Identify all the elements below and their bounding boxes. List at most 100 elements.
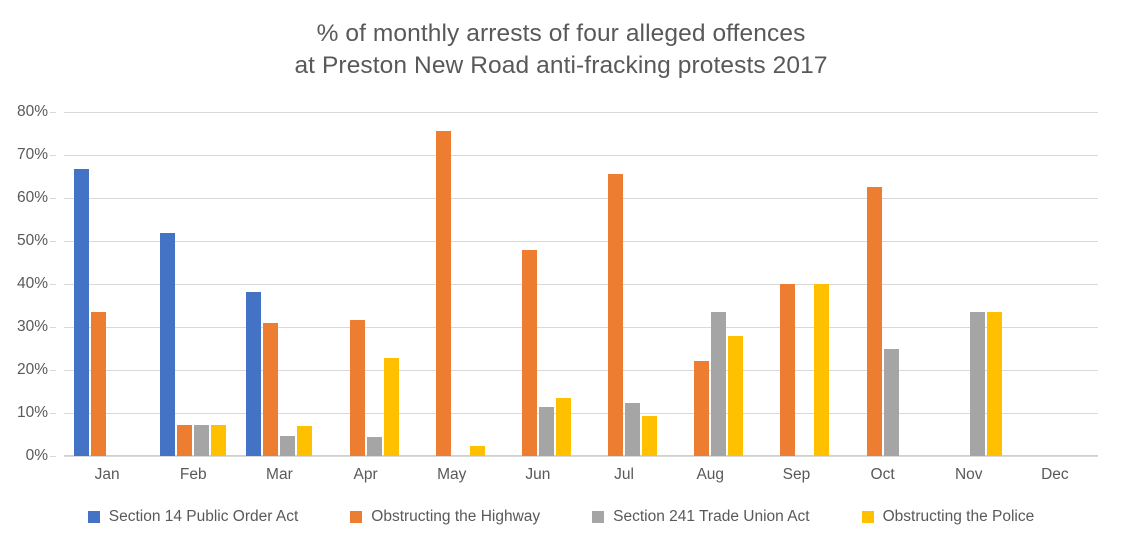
bar[interactable]: [780, 284, 796, 456]
bar[interactable]: [814, 284, 830, 456]
y-axis-tick-label: 80%: [16, 103, 48, 120]
bar[interactable]: [711, 311, 727, 456]
bar[interactable]: [194, 424, 210, 456]
x-axis-tick-label: Aug: [696, 466, 725, 483]
gridline: [64, 413, 1098, 414]
y-axis-tick: [50, 198, 56, 199]
y-axis-tick-label: 0%: [25, 447, 48, 464]
bar-group: [236, 112, 322, 456]
legend-label: Section 14 Public Order Act: [108, 508, 299, 525]
bar[interactable]: [91, 312, 107, 456]
bar[interactable]: [435, 130, 451, 456]
gridline: [64, 370, 1098, 371]
gridline: [64, 456, 1098, 457]
bar[interactable]: [349, 319, 365, 456]
bar-group: [667, 112, 753, 456]
bar[interactable]: [383, 357, 399, 456]
gridline: [64, 327, 1098, 328]
bar-group: [150, 112, 236, 456]
y-axis-tick-label: 20%: [16, 361, 48, 378]
y-axis-tick: [50, 112, 56, 113]
y-axis-tick: [50, 456, 56, 457]
y-axis-tick-label: 10%: [16, 404, 48, 421]
legend-label: Obstructing the Highway: [371, 508, 541, 525]
y-axis: 0% 10% 20% 30% 40% 50% 60% 70% 80%: [0, 103, 56, 464]
x-axis-tick-label: Apr: [353, 466, 378, 483]
bar[interactable]: [177, 424, 193, 456]
bar[interactable]: [280, 435, 296, 456]
bar[interactable]: [211, 424, 227, 456]
bar[interactable]: [555, 397, 571, 456]
y-axis-tick-label: 60%: [16, 189, 48, 206]
bar[interactable]: [608, 173, 624, 456]
x-axis-tick-label: Feb: [179, 466, 207, 483]
chart-title-line-2: at Preston New Road anti-fracking protes…: [294, 52, 828, 79]
x-axis-line: [64, 455, 1098, 456]
bar[interactable]: [969, 312, 985, 456]
bar[interactable]: [866, 187, 882, 456]
legend-item[interactable]: Obstructing the Highway: [350, 508, 540, 526]
x-axis-tick-label: Jul: [614, 466, 634, 483]
bar[interactable]: [263, 322, 279, 456]
y-axis-tick: [50, 155, 56, 156]
x-axis-tick-label: May: [437, 466, 467, 483]
legend-item[interactable]: Section 14 Public Order Act: [87, 508, 299, 526]
bar-group: [1012, 112, 1098, 456]
gridline: [64, 284, 1098, 285]
bar[interactable]: [694, 360, 710, 456]
bar[interactable]: [625, 403, 641, 456]
bar-group: [753, 112, 839, 456]
x-axis-tick-label: Dec: [1041, 466, 1069, 483]
legend-swatch-icon: [350, 511, 363, 523]
x-axis-tick-label: Mar: [266, 466, 293, 483]
y-axis-tick-label: 50%: [16, 232, 48, 249]
y-axis-tick: [50, 327, 56, 328]
bar-group: [409, 112, 495, 456]
y-axis-tick-label: 70%: [16, 146, 48, 163]
legend-label: Obstructing the Police: [882, 508, 1035, 525]
bar-group: [581, 112, 667, 456]
bar[interactable]: [883, 348, 899, 456]
x-axis-tick-label: Oct: [870, 466, 895, 483]
x-axis: Jan Feb Mar Apr May Jun Jul Aug Sep Oct Nov Dec: [64, 466, 1098, 492]
plot-area: [64, 112, 1098, 457]
legend-swatch-icon: [861, 511, 874, 523]
x-axis-tick-label: Jan: [94, 466, 120, 483]
y-axis-tick-label: 30%: [16, 318, 48, 335]
x-axis-tick-label: Nov: [954, 466, 983, 483]
gridline: [64, 198, 1098, 199]
bar[interactable]: [74, 168, 90, 456]
bar[interactable]: [986, 312, 1002, 456]
bar-groups: [64, 112, 1098, 456]
chart-title: % of monthly arrests of four alleged off…: [0, 18, 1122, 82]
bar[interactable]: [160, 232, 176, 456]
bar-group: [926, 112, 1012, 456]
x-axis-tick-label: Sep: [782, 466, 811, 483]
legend-label: Section 241 Trade Union Act: [613, 508, 810, 525]
legend-swatch-icon: [87, 511, 100, 523]
legend-swatch-icon: [592, 511, 605, 523]
bar-group: [495, 112, 581, 456]
bar-group: [840, 112, 926, 456]
bar[interactable]: [642, 416, 658, 456]
bar[interactable]: [538, 407, 554, 456]
gridline: [64, 155, 1098, 156]
x-axis-tick-label: Jun: [525, 466, 551, 483]
bar[interactable]: [366, 437, 382, 456]
y-axis-tick-label: 40%: [16, 275, 48, 292]
bar[interactable]: [246, 292, 262, 456]
gridline: [64, 112, 1098, 113]
y-axis-tick: [50, 413, 56, 414]
bar[interactable]: [297, 425, 313, 456]
bar[interactable]: [469, 445, 485, 456]
chart-title-line-1: % of monthly arrests of four alleged off…: [316, 20, 806, 47]
legend-item[interactable]: Obstructing the Police: [861, 508, 1035, 526]
bar-group: [64, 112, 150, 456]
bar-group: [323, 112, 409, 456]
bar[interactable]: [521, 250, 537, 456]
legend-item[interactable]: Section 241 Trade Union Act: [592, 508, 810, 526]
y-axis-tick: [50, 284, 56, 285]
bar[interactable]: [728, 336, 744, 456]
y-axis-tick: [50, 370, 56, 371]
